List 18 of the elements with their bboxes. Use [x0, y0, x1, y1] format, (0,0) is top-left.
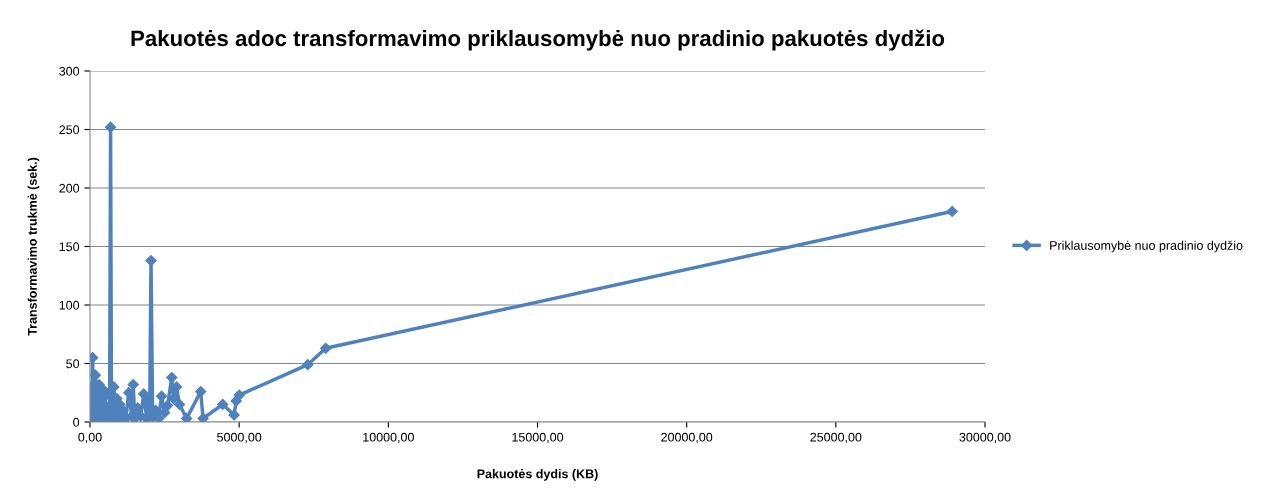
y-tick-label: 250: [59, 125, 80, 135]
y-tick-label: 200: [59, 183, 80, 193]
legend-label: Priklausomybė nuo pradinio dydžio: [1050, 240, 1243, 253]
x-tick-label: 10000,00: [363, 432, 414, 444]
x-tick-label: 25000,00: [810, 432, 862, 444]
y-tick-label: 0: [73, 417, 80, 427]
x-tick-label: 0,00: [78, 432, 102, 444]
x-tick-label: 15000,00: [512, 432, 564, 444]
x-tick-label: 30000,00: [959, 432, 1011, 444]
y-tick-label: 300: [59, 66, 80, 76]
x-tick-label: 5000,00: [217, 432, 262, 444]
y-tick-label: 50: [66, 359, 80, 369]
chart-title: Pakuotės adoc transformavimo priklausomybė nuo pradinio pakuotės dydžio: [131, 29, 945, 51]
y-tick-label: 150: [59, 242, 80, 252]
x-tick-label: 20000,00: [661, 432, 713, 444]
y-axis-title: Transformavimo trukmė (sek.): [27, 157, 40, 336]
y-tick-label: 100: [59, 300, 80, 310]
x-axis-title: Pakuotės dydis (KB): [477, 469, 598, 481]
